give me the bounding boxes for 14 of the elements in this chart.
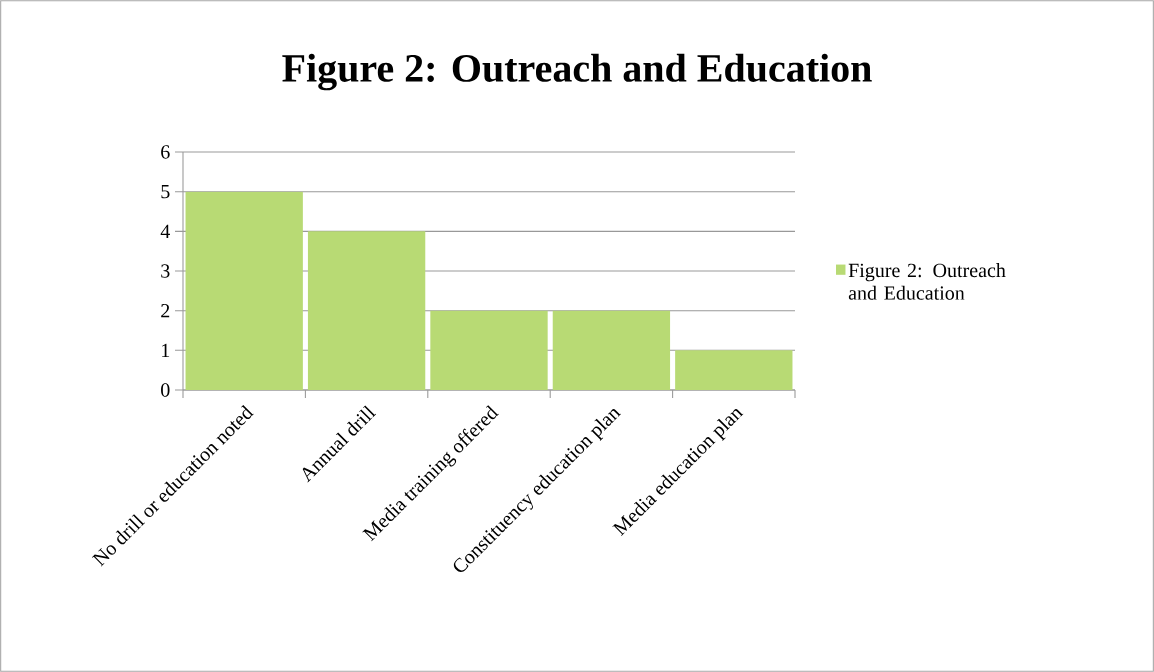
y-tick-label: 3 bbox=[161, 264, 170, 278]
y-tick-label: 0 bbox=[161, 383, 170, 397]
bar bbox=[307, 231, 426, 390]
y-tick-label: 5 bbox=[161, 185, 170, 199]
bar bbox=[430, 310, 548, 390]
y-tick-label: 1 bbox=[162, 343, 170, 357]
bar bbox=[552, 310, 671, 390]
chart-title: Figure 2: Outreach and Education bbox=[282, 53, 872, 91]
bar bbox=[185, 191, 303, 390]
y-tick-label: 4 bbox=[160, 224, 170, 238]
legend-label: Figure 2: Outreach and Education bbox=[848, 263, 1006, 300]
bar bbox=[675, 350, 793, 390]
y-tick-label: 2 bbox=[161, 304, 170, 318]
y-tick-label: 6 bbox=[161, 145, 170, 159]
